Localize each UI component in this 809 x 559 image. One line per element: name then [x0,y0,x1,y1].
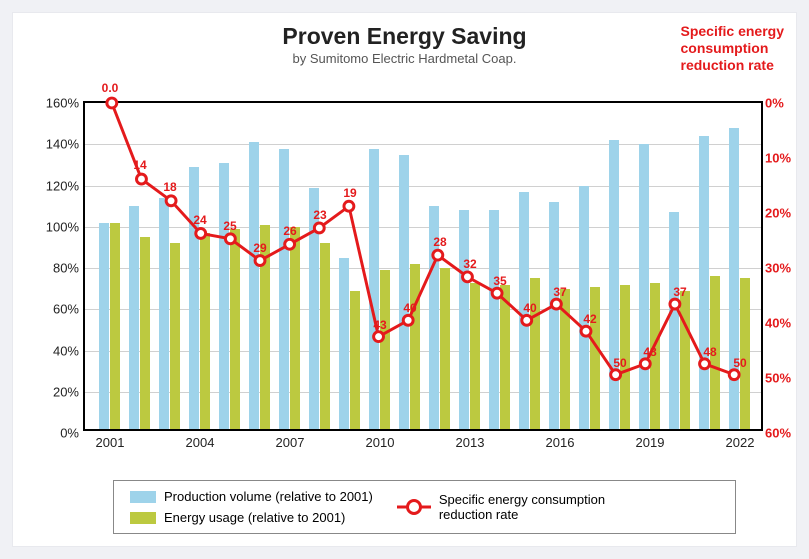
point-label: 19 [343,186,356,200]
reduction-marker [255,256,265,266]
point-label: 48 [703,345,716,359]
reduction-marker [285,239,295,249]
y-left-tick: 0% [35,426,79,441]
reduction-marker [166,196,176,206]
y-right-tick: 50% [765,371,803,386]
y-left-tick: 60% [35,302,79,317]
y-right-tick: 30% [765,261,803,276]
reduction-marker [433,250,443,260]
reduction-marker [640,359,650,369]
point-label: 48 [643,345,656,359]
point-label: 43 [373,318,386,332]
y-left-tick: 80% [35,261,79,276]
point-label: 40 [403,301,416,315]
point-label: 37 [673,285,686,299]
point-label: 18 [163,180,176,194]
x-tick: 2001 [96,435,125,450]
title-block: Proven Energy Saving by Sumitomo Electri… [13,13,796,66]
point-label: 14 [133,158,146,172]
reduction-line [112,103,734,375]
reduction-marker [225,234,235,244]
legend-item-reduction: Specific energy consumptionreduction rat… [397,492,605,522]
y-left-tick: 120% [35,178,79,193]
reduction-marker [551,299,561,309]
chart-card: Proven Energy Saving by Sumitomo Electri… [12,12,797,547]
point-label: 50 [613,356,626,370]
reduction-marker [107,98,117,108]
swatch-energy [130,512,156,524]
reduction-marker [374,332,384,342]
point-label: 23 [313,208,326,222]
y-right-tick: 0% [765,96,803,111]
reduction-marker [492,288,502,298]
chart-subtitle: by Sumitomo Electric Hardmetal Coap. [13,51,796,66]
legend-item-production: Production volume (relative to 2001) [130,489,373,504]
reduction-marker [670,299,680,309]
reduction-marker [581,326,591,336]
point-label: 32 [463,257,476,271]
x-tick: 2013 [456,435,485,450]
reduction-marker [137,174,147,184]
y-left-tick: 100% [35,219,79,234]
y-right-tick: 60% [765,426,803,441]
point-label: 40 [523,301,536,315]
right-axis-title: Specific energyconsumptionreduction rate [681,23,785,73]
legend-item-energy: Energy usage (relative to 2001) [130,510,373,525]
point-label: 50 [733,356,746,370]
y-left-tick: 160% [35,96,79,111]
point-label: 37 [553,285,566,299]
y-left-tick: 40% [35,343,79,358]
chart-title: Proven Energy Saving [13,23,796,50]
reduction-marker [196,228,206,238]
legend-label: Energy usage (relative to 2001) [164,510,345,525]
y-right-tick: 40% [765,316,803,331]
y-right-tick: 10% [765,151,803,166]
x-tick: 2019 [636,435,665,450]
reduction-marker [344,201,354,211]
reduction-marker [403,315,413,325]
y-left-tick: 20% [35,384,79,399]
reduction-marker [522,315,532,325]
x-tick: 2022 [726,435,755,450]
x-tick: 2004 [186,435,215,450]
legend-label: Production volume (relative to 2001) [164,489,373,504]
x-tick: 2010 [366,435,395,450]
legend-label: Specific energy consumptionreduction rat… [439,492,605,522]
x-tick: 2007 [276,435,305,450]
reduction-marker [314,223,324,233]
reduction-marker [700,359,710,369]
legend: Production volume (relative to 2001) Ene… [113,480,736,534]
reduction-marker [463,272,473,282]
point-label: 26 [283,224,296,238]
point-label: 42 [583,312,596,326]
reduction-marker [729,370,739,380]
reduction-marker [611,370,621,380]
plot-area: 0%20%40%60%80%100%120%140%160%0%10%20%30… [83,101,763,431]
x-tick: 2016 [546,435,575,450]
y-right-tick: 20% [765,206,803,221]
point-label: 35 [493,274,506,288]
legend-left-col: Production volume (relative to 2001) Ene… [130,489,373,525]
point-label: 0.0 [102,81,119,95]
line-layer [85,103,761,429]
line-swatch-icon [397,500,431,514]
point-label: 28 [433,235,446,249]
point-label: 24 [193,213,206,227]
point-label: 29 [253,241,266,255]
y-left-tick: 140% [35,137,79,152]
swatch-production [130,491,156,503]
point-label: 25 [223,219,236,233]
